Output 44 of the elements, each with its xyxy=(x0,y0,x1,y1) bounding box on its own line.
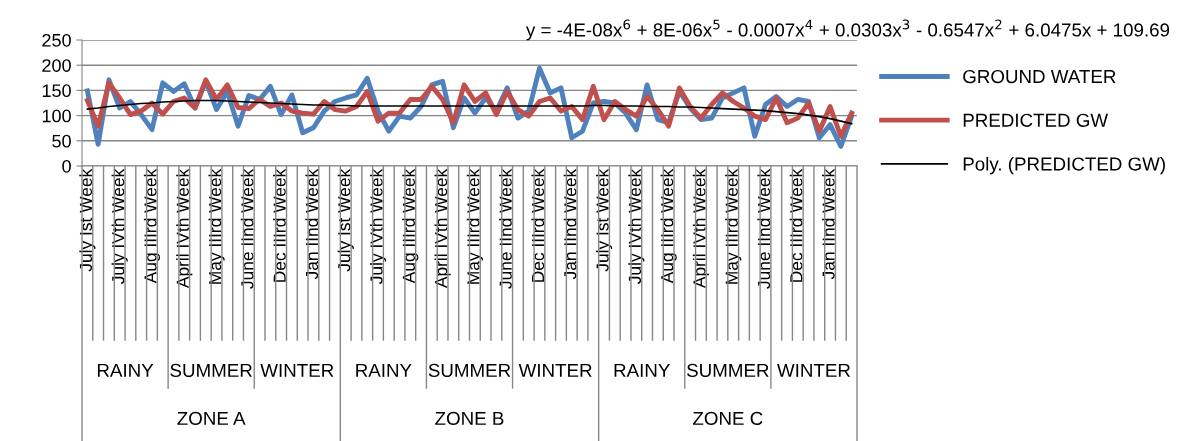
legend-label: PREDICTED GW xyxy=(963,113,1109,127)
x-tick-label: April IVth Week xyxy=(176,168,193,289)
x-tick-label: May IIIrd Week xyxy=(208,168,225,284)
text: y = -4E-08x$^{6}$ + 8E-06x$^{5}$ - 0.0007x$^{4}$ + 0.0303x$^{3}$ - 0.6547x$^{2}$ + 6.0475x + 109.69 xyxy=(525,19,1170,41)
x-tick-label: April IVth Week xyxy=(434,168,451,289)
y-tick-label: 0 xyxy=(62,159,71,173)
text: WINTER xyxy=(518,363,592,377)
x-tick-label: Dec IIIrd Week xyxy=(531,168,545,282)
y-tick-label: 150 xyxy=(42,84,71,98)
line-series xyxy=(86,99,853,125)
x-tick-label: Aug IIIrd Week xyxy=(660,168,677,284)
text: SUMMER xyxy=(428,363,511,378)
text: RAINY xyxy=(356,363,412,377)
text: RAINY xyxy=(97,363,154,377)
text: WINTER xyxy=(260,363,334,377)
y-tick-label: 200 xyxy=(42,59,71,72)
text: RAINY xyxy=(614,363,670,377)
text: SUMMER xyxy=(170,363,252,378)
text: SUMMER xyxy=(687,363,769,378)
x-tick-label: Jan IInd Week xyxy=(305,168,319,280)
x-tick-label: July IVth Week xyxy=(628,168,645,284)
x-tick-label: July Ist Week xyxy=(79,168,96,272)
x-tick-label: Aug IIIrd Week xyxy=(402,168,419,284)
y-tick-label: 100 xyxy=(42,109,71,123)
x-tick-label: June IInd Week xyxy=(240,168,254,289)
x-tick-label: Jan IInd Week xyxy=(822,168,835,280)
x-tick-label: June IInd Week xyxy=(757,168,771,289)
text: ZONE B xyxy=(435,411,504,426)
y-tick-label: 250 xyxy=(42,33,71,47)
x-tick-label: Aug IIIrd Week xyxy=(143,168,161,284)
x-tick-label: July Ist Week xyxy=(595,168,613,272)
text: WINTER xyxy=(777,363,851,377)
x-tick-label: May IIIrd Week xyxy=(725,168,742,284)
x-tick-label: Jan IInd Week xyxy=(563,168,577,280)
x-tick-label: Dec IIIrd Week xyxy=(273,168,286,282)
legend-label: Poly. (PREDICTED GW) xyxy=(963,156,1165,175)
text: ZONE C xyxy=(693,411,763,426)
x-tick-label: June IInd Week xyxy=(499,168,512,289)
text: ZONE A xyxy=(177,411,246,426)
legend-label: GROUND WATER xyxy=(963,69,1116,84)
y-tick-label: 50 xyxy=(52,134,71,148)
x-tick-label: July Ist Week xyxy=(337,168,354,272)
x-tick-label: Dec IIIrd Week xyxy=(789,168,803,282)
x-tick-label: May IIIrd Week xyxy=(466,168,483,284)
